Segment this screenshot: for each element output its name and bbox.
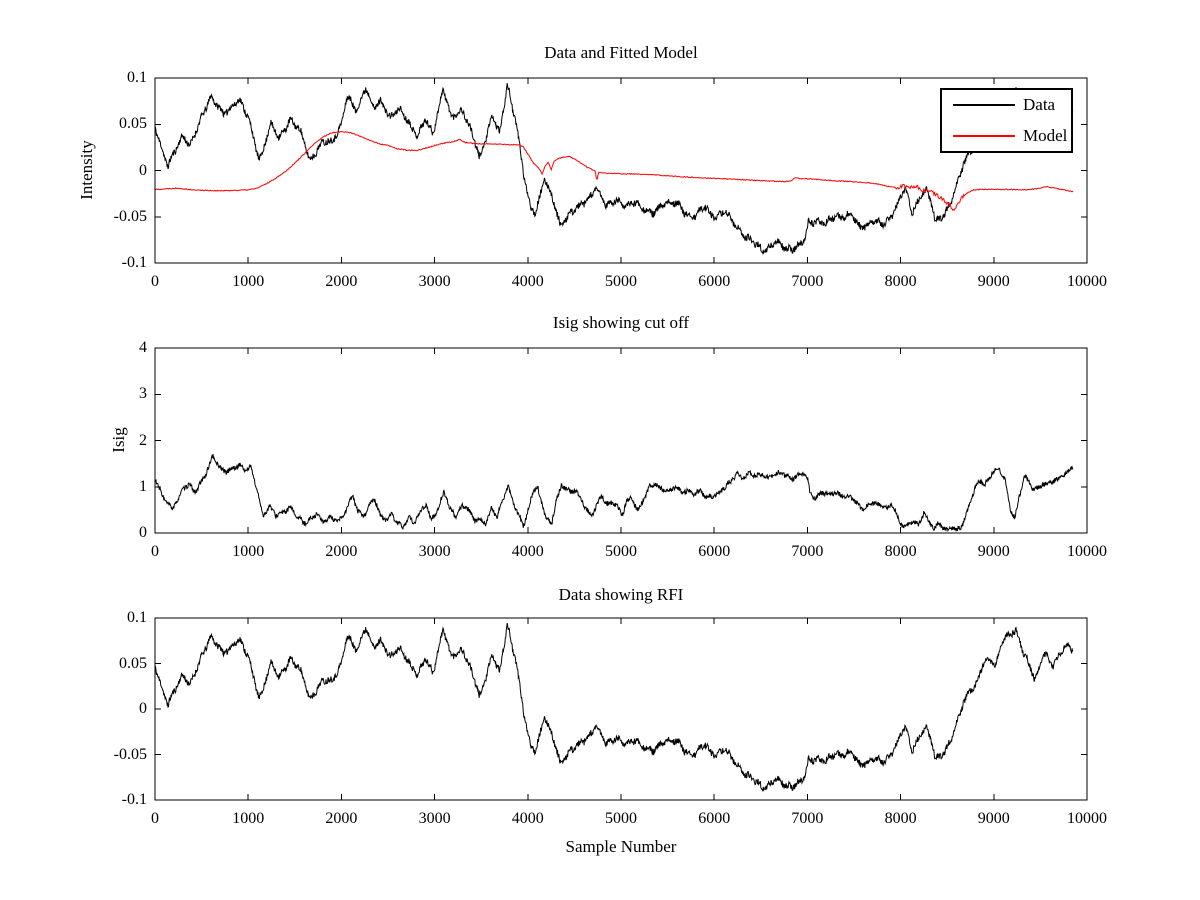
x-tick-label: 1000 bbox=[232, 273, 265, 290]
tick-marks-panel0 bbox=[154, 77, 1088, 264]
x-tick-label: 3000 bbox=[418, 810, 451, 827]
x-tick-label: 7000 bbox=[791, 273, 824, 290]
x-tick-label: 4000 bbox=[511, 273, 544, 290]
bottom-plot-title: Data showing RFI bbox=[558, 585, 684, 604]
x-tick-label: 4000 bbox=[511, 543, 544, 560]
x-tick-label: 3000 bbox=[418, 543, 451, 560]
y-tick-label: 0.05 bbox=[119, 654, 147, 672]
x-tick-label: 6000 bbox=[698, 543, 731, 560]
y-tick-label: 0 bbox=[139, 700, 147, 717]
series-line-data bbox=[155, 83, 1074, 255]
legend-line-data-icon bbox=[953, 104, 1015, 106]
x-tick-label: 0 bbox=[151, 543, 159, 560]
x-tick-label: 1000 bbox=[232, 543, 265, 560]
y-tick-label: 2 bbox=[139, 431, 147, 449]
y-tick-label: 3 bbox=[139, 385, 147, 403]
x-tick-label: 2000 bbox=[325, 810, 358, 827]
x-tick-label: 2000 bbox=[325, 543, 358, 560]
legend-line-model-icon bbox=[953, 135, 1015, 137]
x-tick-label: 10000 bbox=[1067, 273, 1107, 290]
y-tick-label: 0.05 bbox=[119, 115, 147, 133]
top-plot-title: Data and Fitted Model bbox=[544, 43, 698, 62]
x-tick-label: 1000 bbox=[232, 810, 265, 827]
series-line-model bbox=[155, 130, 1074, 212]
x-tick-label: 9000 bbox=[977, 543, 1010, 560]
x-tick-label: 10000 bbox=[1067, 543, 1107, 560]
legend: Data Model bbox=[940, 88, 1073, 153]
series-line-isig bbox=[155, 454, 1074, 533]
x-tick-label: 7000 bbox=[791, 810, 824, 827]
series-line-data bbox=[155, 623, 1074, 793]
x-tick-label: 5000 bbox=[605, 543, 637, 560]
bottom-plot-xlabel: Sample Number bbox=[565, 837, 677, 856]
legend-entry-data: Data bbox=[942, 90, 1071, 120]
y-tick-label: 0.1 bbox=[127, 69, 147, 86]
x-tick-label: 0 bbox=[151, 810, 159, 827]
x-tick-label: 10000 bbox=[1067, 810, 1107, 827]
axes-box-panel1 bbox=[154, 347, 1088, 534]
x-tick-label: 3000 bbox=[418, 273, 451, 290]
x-tick-label: 9000 bbox=[977, 810, 1010, 827]
y-tick-label: 0 bbox=[139, 524, 147, 541]
x-tick-label: 2000 bbox=[325, 273, 358, 290]
x-tick-label: 5000 bbox=[605, 810, 637, 827]
tick-marks-panel2 bbox=[154, 617, 1088, 801]
y-tick-label: 1 bbox=[139, 477, 147, 495]
y-tick-label: -0.05 bbox=[113, 207, 147, 225]
x-tick-label: 7000 bbox=[791, 543, 824, 560]
y-tick-label: 0.1 bbox=[127, 609, 147, 626]
tick-marks-panel1 bbox=[154, 347, 1088, 534]
x-tick-label: 6000 bbox=[698, 810, 731, 827]
x-tick-label: 8000 bbox=[884, 543, 917, 560]
x-tick-label: 0 bbox=[151, 273, 159, 290]
x-tick-label: 6000 bbox=[698, 273, 731, 290]
x-tick-label: 8000 bbox=[884, 810, 917, 827]
x-tick-label: 4000 bbox=[511, 810, 544, 827]
legend-label-data: Data bbox=[1023, 95, 1056, 114]
legend-label-model: Model bbox=[1023, 126, 1068, 145]
y-tick-label: 0 bbox=[139, 161, 147, 179]
middle-plot-title: Isig showing cut off bbox=[552, 313, 690, 332]
y-tick-label: -0.05 bbox=[113, 745, 147, 763]
y-tick-label: -0.1 bbox=[121, 254, 147, 271]
x-tick-label: 9000 bbox=[977, 273, 1010, 290]
legend-entry-model: Model bbox=[942, 121, 1071, 151]
y-tick-label: -0.1 bbox=[121, 791, 147, 808]
x-tick-label: 5000 bbox=[605, 273, 637, 290]
y-tick-label: 4 bbox=[139, 339, 147, 356]
axes-box-panel2 bbox=[154, 617, 1088, 801]
x-tick-label: 8000 bbox=[884, 273, 917, 290]
